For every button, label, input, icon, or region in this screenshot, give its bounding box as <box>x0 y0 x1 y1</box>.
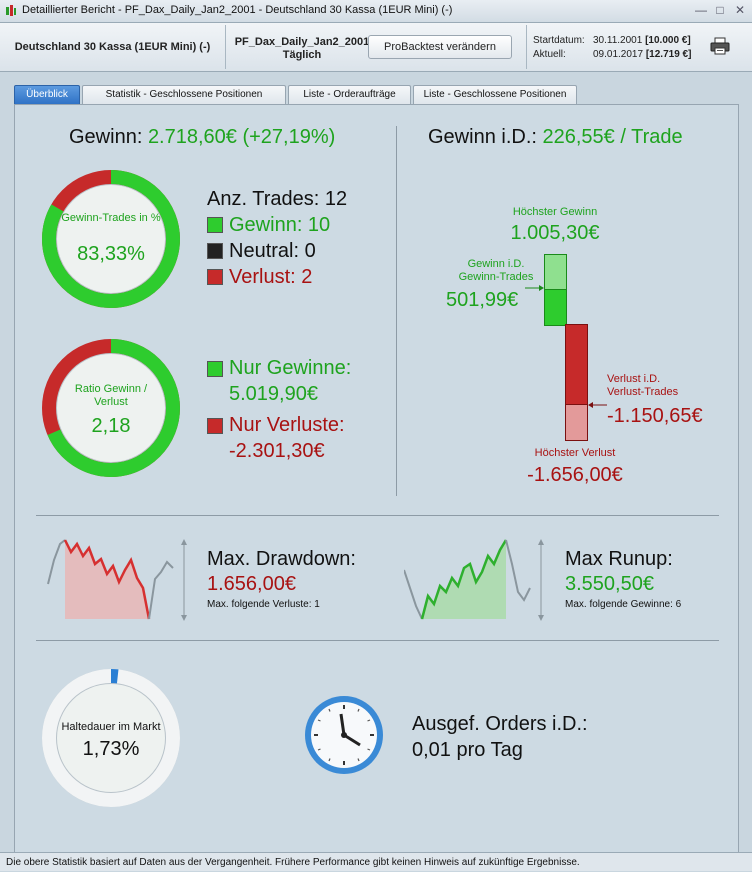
win-ring-arc <box>42 170 180 308</box>
drawdown-value: 1.656,00€ <box>207 573 296 595</box>
current-date-label: Aktuell: <box>533 49 566 60</box>
window-titlebar: Detaillierter Bericht - PF_Dax_Daily_Jan… <box>0 0 752 23</box>
portfolio-name-block: PF_Dax_Daily_Jan2_2001 Täglich <box>232 36 372 62</box>
date-info: Startdatum: 30.11.2001 [10.000 €] Aktuell… <box>533 34 691 62</box>
orders-value: 0,01 pro Tag <box>412 739 523 761</box>
disclaimer-footer: Die obere Statistik basiert auf Daten au… <box>0 852 752 871</box>
gain-label: Gewinn: <box>69 126 148 148</box>
ratio-ring-value: 2,18 <box>91 415 131 437</box>
runup-value: 3.550,50€ <box>565 573 654 595</box>
avg-gain-bar <box>544 289 567 326</box>
losses-legend-square <box>207 418 223 434</box>
gain-title: Gewinn: 2.718,60€ (+27,19%) <box>69 126 335 149</box>
gains-value: 5.019,90€ <box>229 383 318 405</box>
drawdown-chart-icon <box>47 539 187 621</box>
gains-label: Nur Gewinne: <box>229 357 352 379</box>
tab-order-list[interactable]: Liste - Orderaufträge <box>288 85 411 104</box>
highest-loss-value: -1.656,00€ <box>527 464 623 486</box>
losses-value: -2.301,30€ <box>229 440 325 462</box>
neutral-trades: Neutral: 0 <box>229 240 316 262</box>
avg-loss-arrow-icon <box>588 402 607 408</box>
portfolio-name: PF_Dax_Daily_Jan2_2001 <box>234 36 370 48</box>
avg-loss-label-line1: Verlust i.D. <box>607 373 661 385</box>
section-divider-2 <box>36 640 719 641</box>
loss-legend-square <box>207 269 223 285</box>
avg-win-label-line2: Gewinn-Trades <box>458 271 534 283</box>
avg-win-label-line1: Gewinn i.D. <box>467 258 525 270</box>
orders-title: Ausgef. Orders i.D.: <box>412 713 588 735</box>
loss-trades: Verlust: 2 <box>229 266 313 288</box>
avg-loss-label-line2: Verlust-Trades <box>607 386 679 398</box>
ratio-ring <box>42 339 180 477</box>
section-divider-1 <box>36 515 719 516</box>
highest-loss-label: Höchster Verlust <box>534 447 616 459</box>
gain-value: 2.718,60€ (+27,19%) <box>147 126 336 148</box>
win-ring-label: Gewinn-Trades in % <box>61 212 161 224</box>
runup-sub: Max. folgende Gewinne: 6 <box>565 599 682 610</box>
drawdown-sub: Max. folgende Verluste: 1 <box>207 599 320 610</box>
ratio-ring-label: Ratio Gewinn / Verlust <box>74 383 148 408</box>
portfolio-timeframe: Täglich <box>282 49 322 61</box>
market-ring-arc <box>42 669 180 807</box>
ratio-ring-arc <box>42 339 180 477</box>
win-percentage-ring <box>42 170 180 308</box>
avg-loss-value: -1.150,65€ <box>607 405 703 427</box>
losses-label: Nur Verluste: <box>229 414 345 436</box>
neutral-legend-square <box>207 243 223 259</box>
market-time-ring <box>42 669 180 807</box>
trades-count: Anz. Trades: 12 <box>207 188 348 210</box>
current-capital: [12.719 €] <box>645 49 692 60</box>
win-ring-value: 83,33% <box>77 243 145 265</box>
avg-loss-bar <box>565 324 588 406</box>
avg-gain-label: Gewinn i.D.: <box>428 126 543 148</box>
instrument-name: Deutschland 30 Kassa (1EUR Mini) (-) <box>0 25 226 69</box>
chart-app-icon <box>6 5 16 16</box>
change-backtest-button[interactable]: ProBacktest verändern <box>368 35 512 59</box>
tab-statistics-closed-positions[interactable]: Statistik - Geschlossene Positionen <box>82 85 286 104</box>
highest-gain-value: 1.005,30€ <box>510 222 600 244</box>
runup-chart-icon <box>404 539 544 621</box>
portfolio-section: PF_Dax_Daily_Jan2_2001 Täglich ProBackte… <box>226 25 527 69</box>
maximize-button[interactable]: □ <box>716 3 724 17</box>
printer-icon[interactable] <box>710 37 730 55</box>
highest-gain-label: Höchster Gewinn <box>512 206 598 218</box>
window-title: Detaillierter Bericht - PF_Dax_Daily_Jan… <box>22 4 453 16</box>
highest-loss-bar <box>565 404 588 441</box>
close-button[interactable]: ✕ <box>734 3 746 17</box>
market-ring-label: Haltedauer im Markt <box>61 721 161 733</box>
overview-panel: Gewinn: 2.718,60€ (+27,19%) Gewinn-Trade… <box>14 104 739 853</box>
start-date: 30.11.2001 <box>593 35 643 46</box>
start-capital: [10.000 €] <box>645 35 691 46</box>
tab-overview[interactable]: Überblick <box>14 85 80 104</box>
highest-gain-bar <box>544 254 567 291</box>
avg-win-label: Gewinn i.D. Gewinn-Trades <box>446 258 546 284</box>
avg-win-arrow-icon <box>525 285 544 291</box>
start-date-label: Startdatum: <box>533 35 585 46</box>
minimize-button[interactable]: — <box>695 3 707 17</box>
win-legend-square <box>207 217 223 233</box>
runup-title: Max Runup: <box>565 548 673 570</box>
avg-loss-label: Verlust i.D. Verlust-Trades <box>607 373 678 399</box>
avg-gain-title: Gewinn i.D.: 226,55€ / Trade <box>428 126 683 149</box>
clock-icon <box>305 696 383 774</box>
gains-legend-square <box>207 361 223 377</box>
avg-gain-value: 226,55€ / Trade <box>542 126 683 148</box>
drawdown-title: Max. Drawdown: <box>207 548 356 570</box>
tab-closed-positions-list[interactable]: Liste - Geschlossene Positionen <box>413 85 577 104</box>
vertical-divider <box>396 126 397 496</box>
market-ring-value: 1,73% <box>82 738 140 760</box>
current-date: 09.01.2017 <box>593 49 644 60</box>
report-header: Deutschland 30 Kassa (1EUR Mini) (-) PF_… <box>0 23 752 72</box>
avg-win-value: 501,99€ <box>446 289 519 311</box>
win-trades: Gewinn: 10 <box>229 214 331 236</box>
